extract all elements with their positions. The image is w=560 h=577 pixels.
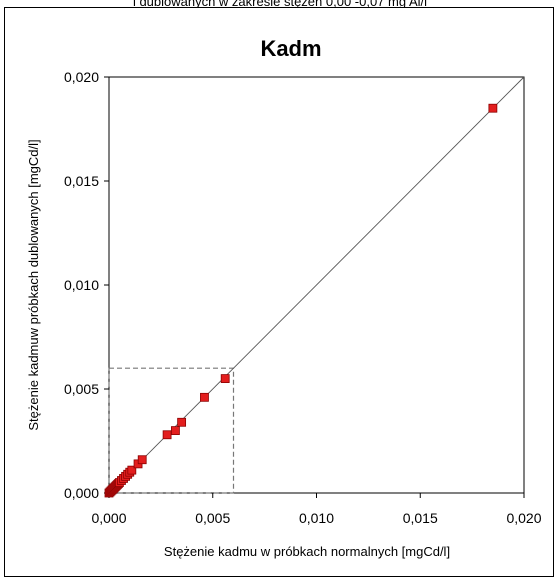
x-axis: 0,000 0,005 0,010 0,015 0,020 — [91, 493, 542, 526]
chart-title: Kadm — [260, 36, 321, 61]
x-tick-label: 0,020 — [506, 510, 541, 526]
data-point — [170, 426, 180, 436]
scatter-plot: Kadm 0,000 0,005 0,010 0,015 0,020 0,0000,00… — [26, 36, 542, 559]
y-tick-label: 0,005 — [64, 381, 99, 397]
data-point — [488, 103, 498, 113]
chart-figure: i dublowanych w zakresie stężeń 0,00 -0,… — [4, 0, 554, 577]
x-tick-label: 0,015 — [403, 510, 438, 526]
data-points — [104, 103, 498, 498]
inset-highlight-box — [108, 367, 235, 494]
x-tick-label: 0,010 — [299, 510, 334, 526]
y-tick-label: 0,020 — [64, 69, 99, 85]
data-point — [127, 465, 137, 475]
data-point — [137, 455, 147, 465]
data-point — [162, 430, 172, 440]
y-tick-label: 0,015 — [64, 173, 99, 189]
x-tick-label: 0,005 — [195, 510, 230, 526]
y-axis: 0,000 0,005 0,010 0,015 0,020 — [64, 69, 109, 501]
x-axis-title: Stężenie kadmu w próbkach normalnych [mg… — [164, 544, 450, 559]
data-point — [200, 392, 209, 402]
data-point — [177, 417, 187, 427]
chart-panel — [4, 7, 554, 577]
y-axis-title: Stężenie kadmuw próbkach dublowanych [mg… — [26, 139, 41, 430]
data-point — [220, 374, 230, 384]
figure-caption: i dublowanych w zakresie stężeń 0,00 -0,… — [132, 0, 428, 9]
y-tick-label: 0,010 — [64, 277, 99, 293]
y-tick-label: 0,000 — [64, 485, 99, 501]
x-tick-label: 0,000 — [91, 510, 126, 526]
